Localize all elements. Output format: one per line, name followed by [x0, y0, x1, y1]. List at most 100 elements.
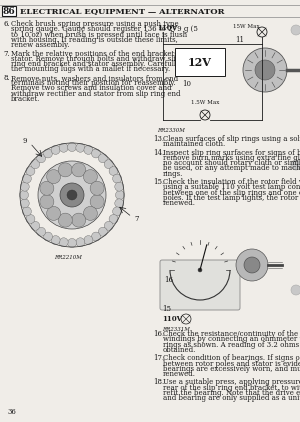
Circle shape	[291, 160, 300, 170]
Circle shape	[72, 213, 86, 227]
Text: 9: 9	[23, 137, 27, 145]
Text: 15W Max: 15W Max	[233, 24, 260, 29]
Text: spring gauge. Gauge should register 136 to 279 g (5: spring gauge. Gauge should register 136 …	[11, 25, 198, 33]
Text: 36: 36	[8, 408, 17, 416]
Text: 1.5W Max: 1.5W Max	[191, 100, 219, 105]
Text: rear of the slip ring end bracket, to withdraw or: rear of the slip ring end bracket, to wi…	[163, 384, 300, 392]
Text: 86: 86	[3, 6, 15, 16]
Bar	[175, 48, 225, 76]
Circle shape	[92, 149, 100, 158]
Text: be used, or any attempt made to machine the slip: be used, or any attempt made to machine …	[163, 165, 300, 173]
Text: and bearing are only supplied as a unit.: and bearing are only supplied as a unit.	[163, 394, 300, 402]
Circle shape	[31, 160, 40, 169]
Text: maintained cloth.: maintained cloth.	[163, 140, 225, 148]
Circle shape	[112, 174, 122, 183]
Circle shape	[291, 25, 300, 35]
Circle shape	[90, 195, 104, 209]
Text: Mark the relative positions of the end brackets and: Mark the relative positions of the end b…	[11, 49, 193, 57]
Text: renewed.: renewed.	[163, 370, 196, 378]
Text: remove burn marks using extra fine glasspaper. On: remove burn marks using extra fine glass…	[163, 154, 300, 162]
Text: 14.: 14.	[153, 149, 164, 157]
Text: bracket.: bracket.	[11, 95, 40, 103]
Circle shape	[84, 146, 93, 154]
Circle shape	[20, 199, 29, 208]
Circle shape	[84, 235, 93, 245]
Circle shape	[22, 207, 32, 216]
Circle shape	[243, 48, 287, 92]
Circle shape	[90, 181, 104, 195]
Circle shape	[198, 268, 202, 272]
Text: 7: 7	[135, 215, 139, 223]
Text: 16.: 16.	[153, 330, 164, 338]
Circle shape	[104, 160, 113, 169]
Text: RR2330M: RR2330M	[157, 128, 185, 133]
Circle shape	[291, 285, 300, 295]
Text: poles. If the test lamp lights, the rotor must be: poles. If the test lamp lights, the roto…	[163, 194, 300, 202]
Text: refit the bearing. Note that the drive end bracket: refit the bearing. Note that the drive e…	[163, 389, 300, 397]
Text: 7.: 7.	[3, 49, 10, 57]
Circle shape	[26, 214, 35, 224]
Circle shape	[72, 163, 86, 177]
Circle shape	[76, 143, 85, 152]
Text: 16: 16	[164, 276, 173, 284]
Circle shape	[116, 190, 124, 200]
Circle shape	[83, 206, 98, 220]
Circle shape	[44, 232, 52, 241]
Text: 11: 11	[236, 36, 244, 44]
Text: renewed.: renewed.	[163, 199, 196, 207]
Circle shape	[46, 206, 61, 220]
Circle shape	[109, 214, 118, 224]
Text: 12V: 12V	[188, 57, 212, 68]
Circle shape	[46, 170, 61, 184]
Text: terminals noting their position for reassembly.: terminals noting their position for reas…	[11, 79, 176, 87]
Circle shape	[115, 199, 124, 208]
Text: obtained.: obtained.	[163, 346, 196, 354]
Circle shape	[40, 195, 54, 209]
FancyBboxPatch shape	[2, 6, 16, 16]
Text: 110V: 110V	[157, 24, 177, 32]
Text: 15: 15	[162, 305, 171, 313]
Circle shape	[58, 213, 72, 227]
Text: Remove two screws and insulation cover and: Remove two screws and insulation cover a…	[11, 84, 172, 92]
Text: 8.: 8.	[3, 74, 10, 82]
Text: stator. Remove through bolts and withdraw slip: stator. Remove through bolts and withdra…	[11, 55, 180, 63]
Text: renew assembly.: renew assembly.	[11, 41, 70, 49]
Text: withdraw rectifier and stator from slip ring end: withdraw rectifier and stator from slip …	[11, 89, 181, 97]
Text: RR2210M: RR2210M	[54, 255, 82, 260]
Text: RR2331M: RR2331M	[162, 327, 190, 332]
Circle shape	[68, 238, 76, 247]
Circle shape	[244, 257, 260, 273]
Text: Clean surfaces of slip rings using a solvent: Clean surfaces of slip rings using a sol…	[163, 135, 300, 143]
Text: windings by connecting an ohmmeter to the slip: windings by connecting an ohmmeter to th…	[163, 335, 300, 344]
Circle shape	[20, 190, 28, 200]
Text: Use a suitable press, applying pressure from the: Use a suitable press, applying pressure …	[163, 379, 300, 387]
Circle shape	[236, 249, 268, 281]
Circle shape	[112, 207, 122, 216]
Text: using a suitable 110 volt test lamp connected: using a suitable 110 volt test lamp conn…	[163, 184, 300, 192]
Circle shape	[60, 183, 84, 207]
Text: ELECTRICAL EQUIPMENT — ALTERNATOR: ELECTRICAL EQUIPMENT — ALTERNATOR	[20, 7, 224, 15]
Circle shape	[31, 222, 40, 230]
Circle shape	[83, 170, 98, 184]
Text: Check the insulation of the rotor field windings,: Check the insulation of the rotor field …	[163, 178, 300, 186]
Circle shape	[59, 238, 68, 247]
Circle shape	[98, 227, 107, 236]
Circle shape	[51, 146, 60, 154]
Text: ring end bracket and stator assembly. Carefully tap: ring end bracket and stator assembly. Ca…	[11, 60, 194, 68]
Text: 10: 10	[182, 80, 191, 88]
Circle shape	[51, 235, 60, 245]
Text: Check condition of bearings. If signs of rubbing: Check condition of bearings. If signs of…	[163, 354, 300, 362]
Text: rings.: rings.	[163, 170, 183, 178]
Text: bearings are excessively worn, and must be: bearings are excessively worn, and must …	[163, 365, 300, 373]
Circle shape	[38, 161, 106, 229]
FancyBboxPatch shape	[160, 260, 240, 310]
Text: between rotor poles and stator is evident, both: between rotor poles and stator is eviden…	[163, 360, 300, 368]
Circle shape	[58, 163, 72, 177]
Text: between one of the slip rings and one of the rotor: between one of the slip rings and one of…	[163, 189, 300, 197]
Circle shape	[104, 222, 113, 230]
Circle shape	[20, 182, 29, 191]
Text: 18.: 18.	[153, 379, 164, 387]
Circle shape	[67, 190, 77, 200]
Text: the mounting lugs with a mallet if necessary.: the mounting lugs with a mallet if neces…	[11, 65, 170, 73]
Circle shape	[98, 154, 107, 163]
